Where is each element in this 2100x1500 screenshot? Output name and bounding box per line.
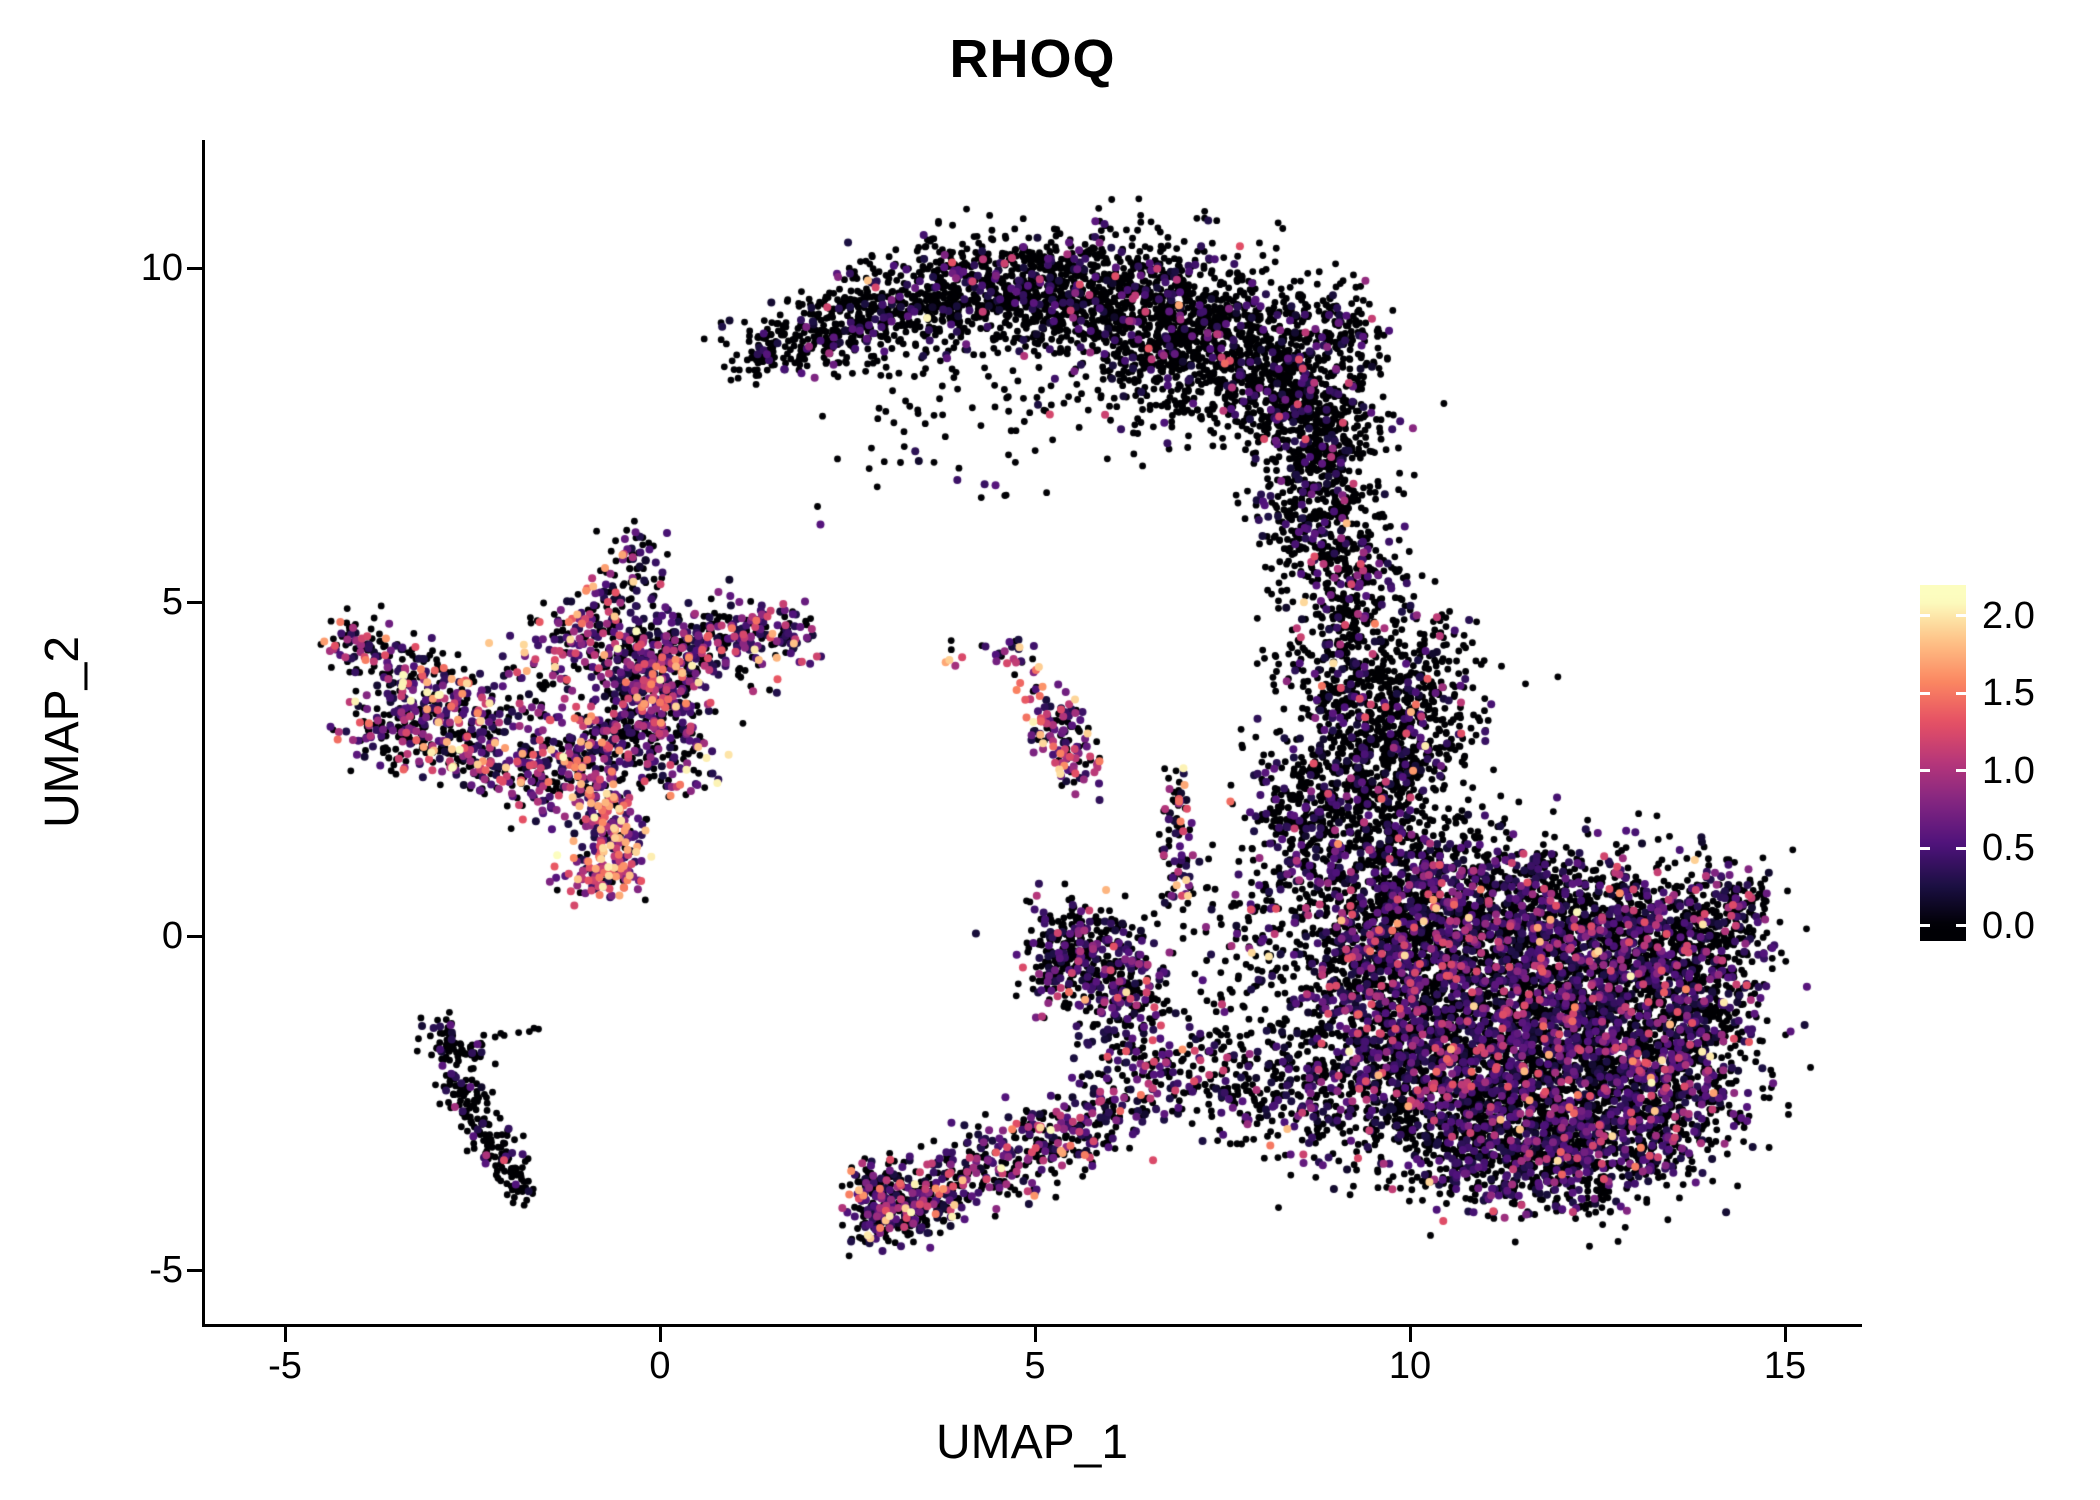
colorbar-tick-label: 0.5 [1982,827,2035,870]
colorbar-gradient [1920,585,1966,941]
colorbar-tick-mark [1956,614,1966,618]
colorbar-tick-mark [1920,614,1930,618]
y-tick-label: -5 [149,1249,183,1291]
colorbar-tick-label: 1.5 [1982,672,2035,715]
colorbar-tick-mark [1956,924,1966,928]
x-tick-label: 10 [1388,1345,1432,1387]
plot-title: RHOQ [949,29,1116,89]
x-tick-mark [658,1327,662,1342]
y-tick-mark [187,266,202,270]
colorbar [1920,585,1966,941]
x-tick-mark [1783,1327,1787,1342]
y-tick-label: 10 [140,247,183,289]
x-tick-label: 0 [649,1345,671,1387]
y-tick-mark [187,934,202,938]
y-tick-mark [187,600,202,604]
x-tick-label: 15 [1763,1345,1807,1387]
x-tick-label: 5 [1024,1345,1046,1387]
y-tick-label: 0 [161,915,183,957]
colorbar-tick-mark [1920,846,1930,850]
colorbar-tick-label: 1.0 [1982,749,2035,792]
y-axis-line [202,140,205,1327]
colorbar-tick-mark [1920,691,1930,695]
y-tick-label: 5 [161,581,183,623]
x-tick-mark [1408,1327,1412,1342]
colorbar-tick-mark [1956,769,1966,773]
colorbar-tick-label: 0.0 [1982,904,2035,947]
y-tick-mark [187,1268,202,1272]
colorbar-tick-label: 2.0 [1982,594,2035,637]
colorbar-tick-mark [1920,924,1930,928]
x-tick-mark [283,1327,287,1342]
x-axis-line [202,1324,1862,1327]
x-tick-mark [1033,1327,1037,1342]
y-axis-label: UMAP_2 [36,635,89,829]
colorbar-tick-mark [1956,691,1966,695]
x-axis-label: UMAP_1 [935,1416,1129,1469]
colorbar-tick-mark [1920,769,1930,773]
colorbar-tick-mark [1956,846,1966,850]
x-tick-label: -5 [268,1345,302,1387]
